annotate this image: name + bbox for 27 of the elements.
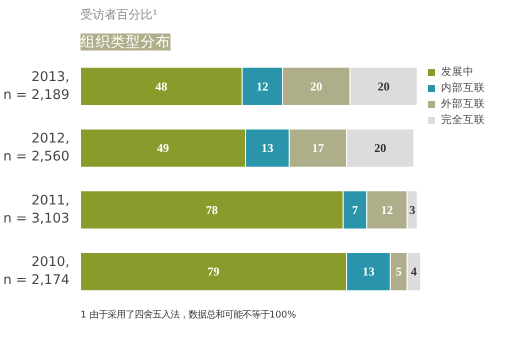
legend-label: 发展中 xyxy=(441,65,474,79)
data-label: 17 xyxy=(312,141,324,156)
data-label: 20 xyxy=(310,79,322,94)
data-label: 12 xyxy=(380,202,393,217)
data-label: 79 xyxy=(208,264,220,279)
data-label: 49 xyxy=(157,141,170,156)
data-label: 5 xyxy=(396,264,402,279)
data-label: 20 xyxy=(378,79,390,94)
chart-subtitle: 受访者百分比¹ xyxy=(80,8,158,22)
data-label: 20 xyxy=(374,141,386,156)
legend-label: 内部互联 xyxy=(441,81,485,95)
y-tick-label: 2012, n = 2,560 xyxy=(3,132,70,165)
legend-label: 外部互联 xyxy=(441,97,485,111)
text: 1 由于采用了四舍五入法，数据总和可能不等于100% xyxy=(80,310,296,320)
data-label: 78 xyxy=(206,202,218,217)
data-label: 4 xyxy=(410,264,417,279)
legend-label: 完全互联 xyxy=(441,113,485,127)
y-tick-label: 2010, n = 2,174 xyxy=(3,255,70,288)
data-label: 13 xyxy=(261,141,274,156)
data-label: 7 xyxy=(352,202,358,217)
data-label: 3 xyxy=(409,202,416,217)
data-label: 13 xyxy=(362,264,374,279)
y-tick-label: 2011, n = 3,103 xyxy=(3,193,70,226)
chart-title: 组织类型分布 xyxy=(80,34,170,50)
data-label: 48 xyxy=(155,79,168,94)
data-label: 12 xyxy=(256,79,268,94)
y-tick-label: 2013, n = 2,189 xyxy=(3,70,70,103)
